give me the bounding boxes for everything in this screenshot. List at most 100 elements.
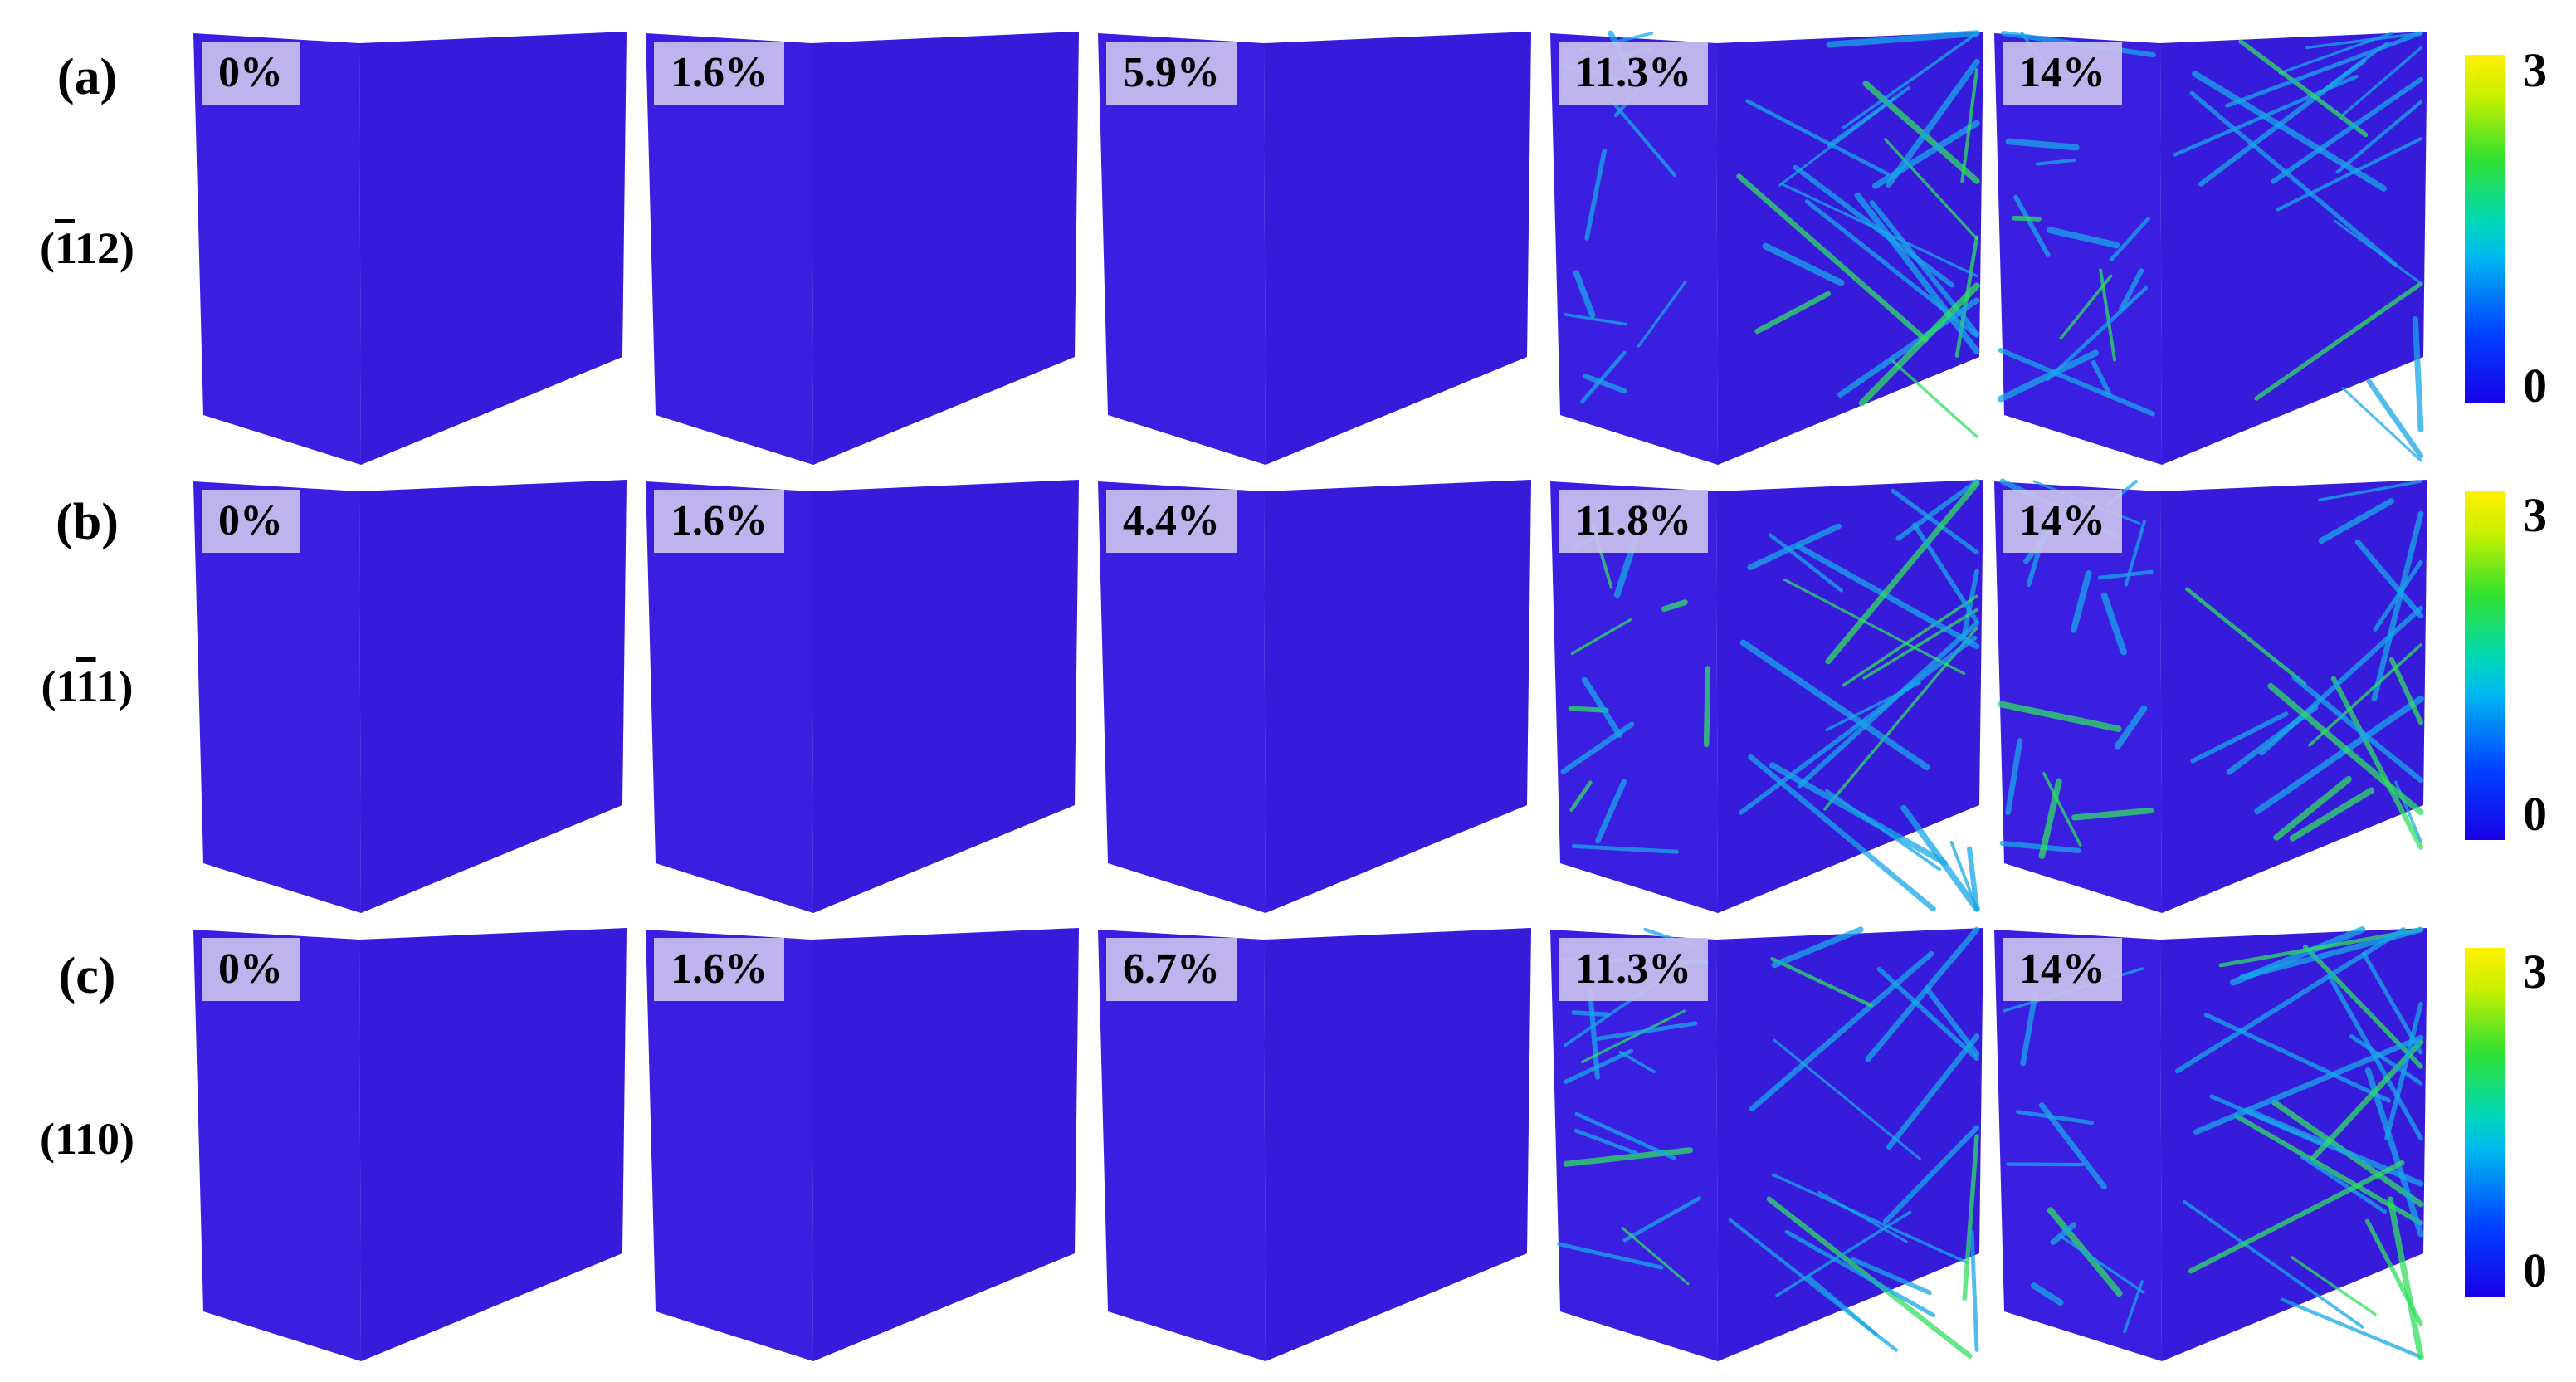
defect-line [1771, 926, 1864, 969]
defect-line [1998, 347, 2155, 417]
defect-line [2388, 657, 2423, 725]
defect-line [1637, 280, 1687, 348]
cube-render [1550, 30, 1983, 465]
cube-right-shade [1716, 928, 1983, 1361]
colorbar-b [2465, 491, 2505, 840]
cube-right-face [1264, 928, 1531, 1361]
defect-line [2070, 570, 2092, 633]
defect-line [1749, 950, 1934, 1111]
defect-line [1580, 350, 1627, 404]
defect-line [1825, 789, 1941, 872]
defect-line [2209, 1094, 2325, 1147]
colorbar-gradient [2465, 948, 2505, 1297]
cube-right-shade [2160, 480, 2427, 913]
cube-right-shade [1716, 480, 1983, 913]
defect-line [2318, 480, 2422, 502]
strain-label: 11.8% [1559, 490, 1709, 553]
defect-line [2318, 498, 2394, 544]
strain-label: 4.4% [1106, 490, 1237, 553]
defect-line [1773, 1038, 1921, 1160]
defect-line [1621, 1226, 1690, 1286]
defect-line [1661, 599, 1688, 613]
dislocation-network [1560, 30, 1980, 438]
defect-line [1769, 533, 1843, 593]
cube-left-face [193, 33, 361, 465]
cube-left-face [193, 481, 361, 913]
cube-panel-b-3: 4.4% [1091, 473, 1539, 921]
defect-line [2203, 1013, 2391, 1103]
defect-line [2271, 76, 2423, 184]
cube-left-face [1098, 481, 1266, 913]
defect-line [1842, 32, 1978, 129]
cube-right-face [359, 480, 627, 913]
cube-render [193, 480, 627, 913]
cube-render [1098, 32, 1531, 465]
cube-right-face [1716, 928, 1983, 1361]
defect-line [1924, 986, 1980, 1057]
cube-right-face [359, 32, 627, 465]
defect-line [2100, 592, 2127, 656]
cube-render [1994, 478, 2427, 913]
cube-right-face [2160, 32, 2427, 465]
colorbar-c-min-label: 0 [2523, 1243, 2547, 1297]
cube-right-face [1264, 480, 1531, 913]
defect-line [1784, 1229, 1936, 1318]
cube-panel-a-4: 11.3% [1544, 25, 1992, 473]
strain-label: 5.9% [1106, 42, 1237, 105]
defect-line [1885, 58, 1980, 188]
defect-line [1595, 1021, 1698, 1041]
row-label-b: (b) [56, 494, 119, 550]
defect-line [2015, 1110, 2095, 1126]
defect-line [1570, 618, 1633, 656]
defect-line [2341, 387, 2422, 462]
cube-panel-c-1: 0% [187, 921, 635, 1370]
cube-render [1098, 480, 1531, 913]
colorbar-b-min-label: 0 [2523, 787, 2547, 841]
defect-line [1842, 594, 1978, 687]
cube-render [193, 32, 627, 465]
defect-line [2291, 675, 2424, 784]
defect-line [1862, 608, 1978, 680]
orientation-label-a: (112) [40, 223, 134, 273]
defect-line [2305, 32, 2422, 50]
defect-line [1891, 488, 1979, 555]
defect-line [1736, 173, 1929, 343]
defect-line [2254, 281, 2423, 401]
defect-line [2020, 992, 2038, 1067]
defect-line [1826, 30, 1980, 48]
defect-line [2254, 696, 2424, 815]
cube-panel-a-3: 5.9% [1091, 25, 1539, 473]
strain-label: 0% [202, 938, 300, 1001]
defect-line [1569, 780, 1593, 813]
defect-line [1739, 635, 1978, 815]
defect-line [2188, 1160, 2405, 1274]
defect-line [2071, 807, 2154, 821]
cube-left-face [1550, 33, 1718, 465]
cube-panel-b-4: 11.8% [1544, 473, 1992, 921]
defect-line [2035, 158, 2076, 166]
defect-line [2047, 227, 2120, 249]
defect-line [1858, 282, 1980, 407]
strain-label: 14% [2003, 42, 2122, 105]
cube-panel-c-3: 6.7% [1091, 921, 1539, 1370]
defect-line [1793, 164, 1955, 288]
defect-line [2273, 775, 2352, 841]
defect-line [2310, 1039, 2424, 1161]
defect-line [2412, 316, 2424, 432]
strain-label: 1.6% [654, 42, 784, 105]
defect-line [2091, 360, 2112, 396]
cube-render [1550, 926, 1983, 1361]
defect-line [1889, 357, 1978, 438]
defect-line [2366, 378, 2424, 459]
defect-line [1571, 1010, 1610, 1017]
defect-line [2300, 1155, 2387, 1214]
dislocation-network [1997, 30, 2424, 462]
cube-right-shade [359, 32, 627, 465]
defect-line [2097, 569, 2154, 580]
cube-right-face [1716, 32, 1983, 465]
defect-line [2330, 676, 2424, 850]
defect-line [2361, 951, 2423, 1055]
defect-line [2038, 1102, 2107, 1190]
orientation-label-b: (111) [41, 662, 134, 711]
strain-label: 11.3% [1559, 938, 1709, 1001]
